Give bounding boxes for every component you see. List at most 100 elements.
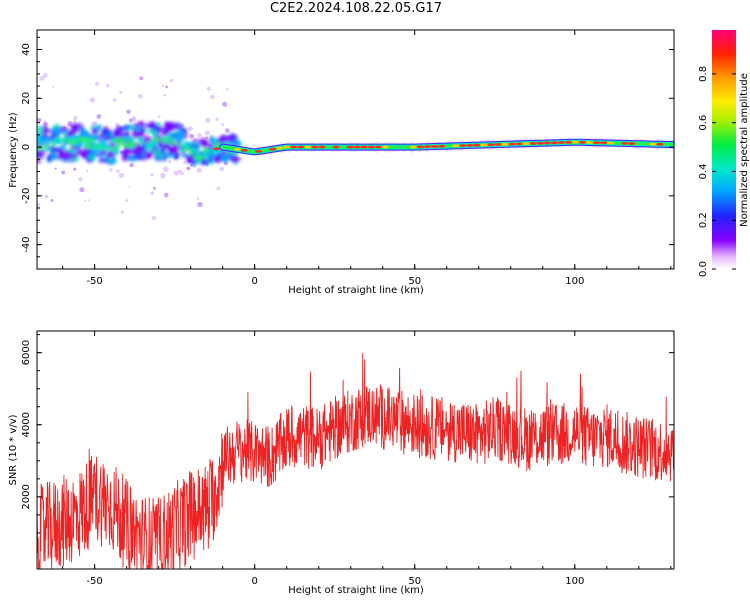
spectrogram-y-tick-label: 40 xyxy=(21,43,32,56)
spectrogram-speckle xyxy=(219,166,225,172)
spectrogram-speckle xyxy=(168,160,172,164)
spectrogram-peak xyxy=(621,142,629,145)
spectrogram-speckle xyxy=(221,123,225,127)
spectrogram-blob xyxy=(133,151,143,161)
spectrogram-speckle xyxy=(37,117,42,123)
spectrogram-speckle xyxy=(96,114,102,119)
colorbar-ticks: 0.0 0.2 0.4 0.6 0.8 xyxy=(698,66,736,277)
spectrogram-y-tick-label: 20 xyxy=(21,92,32,105)
spectrogram-core-blob xyxy=(45,138,52,142)
spectrogram-peak xyxy=(529,142,537,145)
spectrogram-peak xyxy=(438,144,446,148)
spectrogram-peak xyxy=(240,148,249,152)
spectrogram-blob xyxy=(107,150,115,157)
spectrogram-speckle xyxy=(112,98,117,102)
spectrogram-peak xyxy=(283,145,291,149)
spectrogram-core-blob xyxy=(203,150,209,157)
spectrogram-peak xyxy=(423,145,432,149)
snr-frame xyxy=(36,330,675,570)
spectrogram-core-blob xyxy=(86,144,93,149)
spectrogram-speckle xyxy=(152,186,157,190)
spectrogram-core-blob xyxy=(54,138,62,144)
spectrogram-blob xyxy=(74,150,82,156)
spectrogram-core-blob xyxy=(126,136,135,141)
spectrogram-core-blob xyxy=(183,141,190,145)
spectrogram-core-blob xyxy=(126,140,132,144)
spectrogram-y-label: Frequency (Hz) xyxy=(8,112,19,188)
spectrogram-blob xyxy=(176,129,183,137)
spectrogram-blob xyxy=(226,135,234,141)
spectrogram-speckle xyxy=(227,130,230,133)
snr-x-tick-label: -50 xyxy=(86,576,102,587)
spectrogram-core-blob xyxy=(65,136,72,140)
chart-title: C2E2.2024.108.22.05.G17 xyxy=(269,1,443,16)
spectrogram-blob xyxy=(220,153,230,163)
snr-axes: -50 0 50 100 2000 4000 6000 xyxy=(21,331,674,587)
spectrogram-blob xyxy=(210,153,215,161)
spectrogram-peak xyxy=(628,142,636,145)
spectrogram-core-blob xyxy=(131,140,136,145)
colorbar-gradient xyxy=(712,30,736,269)
spectrogram-peak xyxy=(276,146,284,150)
colorbar-tick-label: 0.0 xyxy=(698,261,709,277)
spectrogram-panel: -50 0 50 100 40 20 0 -20 -40 Height of straight … xyxy=(8,29,675,296)
spectrogram-speckle xyxy=(169,78,174,83)
spectrogram-peak xyxy=(599,141,608,145)
spectrogram-blob xyxy=(37,149,47,156)
spectrogram-blob xyxy=(111,157,117,164)
spectrogram-speckle xyxy=(204,130,210,136)
spectrogram-blob xyxy=(43,148,53,152)
spectrogram-speckle xyxy=(120,210,125,215)
spectrogram-peak xyxy=(290,145,298,149)
spectrogram-core-blob xyxy=(168,140,176,146)
spectrogram-speckle xyxy=(78,177,83,182)
spectrogram-peak xyxy=(578,140,587,144)
spectrogram-blob xyxy=(140,129,146,133)
spectrogram-core-blob xyxy=(60,138,66,144)
snr-line-marks xyxy=(37,353,674,569)
spectrogram-speckle xyxy=(160,172,166,179)
snr-y-label: SNR (10 * v/v) xyxy=(8,414,19,485)
spectrogram-peak xyxy=(409,145,418,149)
spectrogram-marks xyxy=(37,72,674,221)
spectrogram-y-tick-label: -20 xyxy=(21,188,32,204)
spectrogram-core-blob xyxy=(182,145,190,152)
spectrogram-speckle xyxy=(164,192,169,198)
spectrogram-speckle xyxy=(215,117,219,121)
spectrogram-blob xyxy=(41,134,48,138)
spectrogram-blob xyxy=(60,143,67,150)
spectrogram-peak xyxy=(332,145,340,149)
spectrogram-peak xyxy=(508,142,516,146)
spectrogram-core-blob xyxy=(81,136,89,142)
spectrogram-x-tick-label: 50 xyxy=(408,276,421,287)
spectrogram-speckle xyxy=(44,194,49,199)
spectrogram-speckle xyxy=(79,187,85,193)
spectrogram-speckle xyxy=(189,133,194,139)
spectrogram-blob xyxy=(47,157,53,163)
spectrogram-blob xyxy=(59,151,70,161)
spectrogram-core-blob xyxy=(72,135,79,141)
spectrogram-blob xyxy=(113,130,119,139)
spectrogram-speckle xyxy=(132,116,136,120)
spectrogram-blob xyxy=(125,130,130,137)
spectrogram-speckle xyxy=(223,103,228,107)
snr-line xyxy=(37,353,674,569)
spectrogram-speckle xyxy=(61,170,66,175)
spectrogram-speckle xyxy=(73,120,77,124)
spectrogram-core-blob xyxy=(51,141,56,147)
spectrogram-core-blob xyxy=(167,132,174,138)
spectrogram-blob xyxy=(191,144,201,148)
spectrogram-speckle xyxy=(205,117,211,123)
spectrogram-speckle xyxy=(139,76,144,81)
spectrogram-blob xyxy=(156,154,163,160)
spectrogram-blob xyxy=(138,147,145,151)
snr-y-tick-label: 2000 xyxy=(21,484,32,509)
spectrogram-peak xyxy=(459,144,467,147)
spectrogram-peak xyxy=(607,141,615,145)
spectrogram-peak xyxy=(592,141,601,145)
spectrogram-peak xyxy=(501,142,509,146)
spectrogram-peak xyxy=(254,149,263,153)
spectrogram-speckle xyxy=(126,109,131,115)
spectrogram-y-tick-label: -40 xyxy=(21,236,32,252)
spectrogram-speckle xyxy=(128,185,131,188)
